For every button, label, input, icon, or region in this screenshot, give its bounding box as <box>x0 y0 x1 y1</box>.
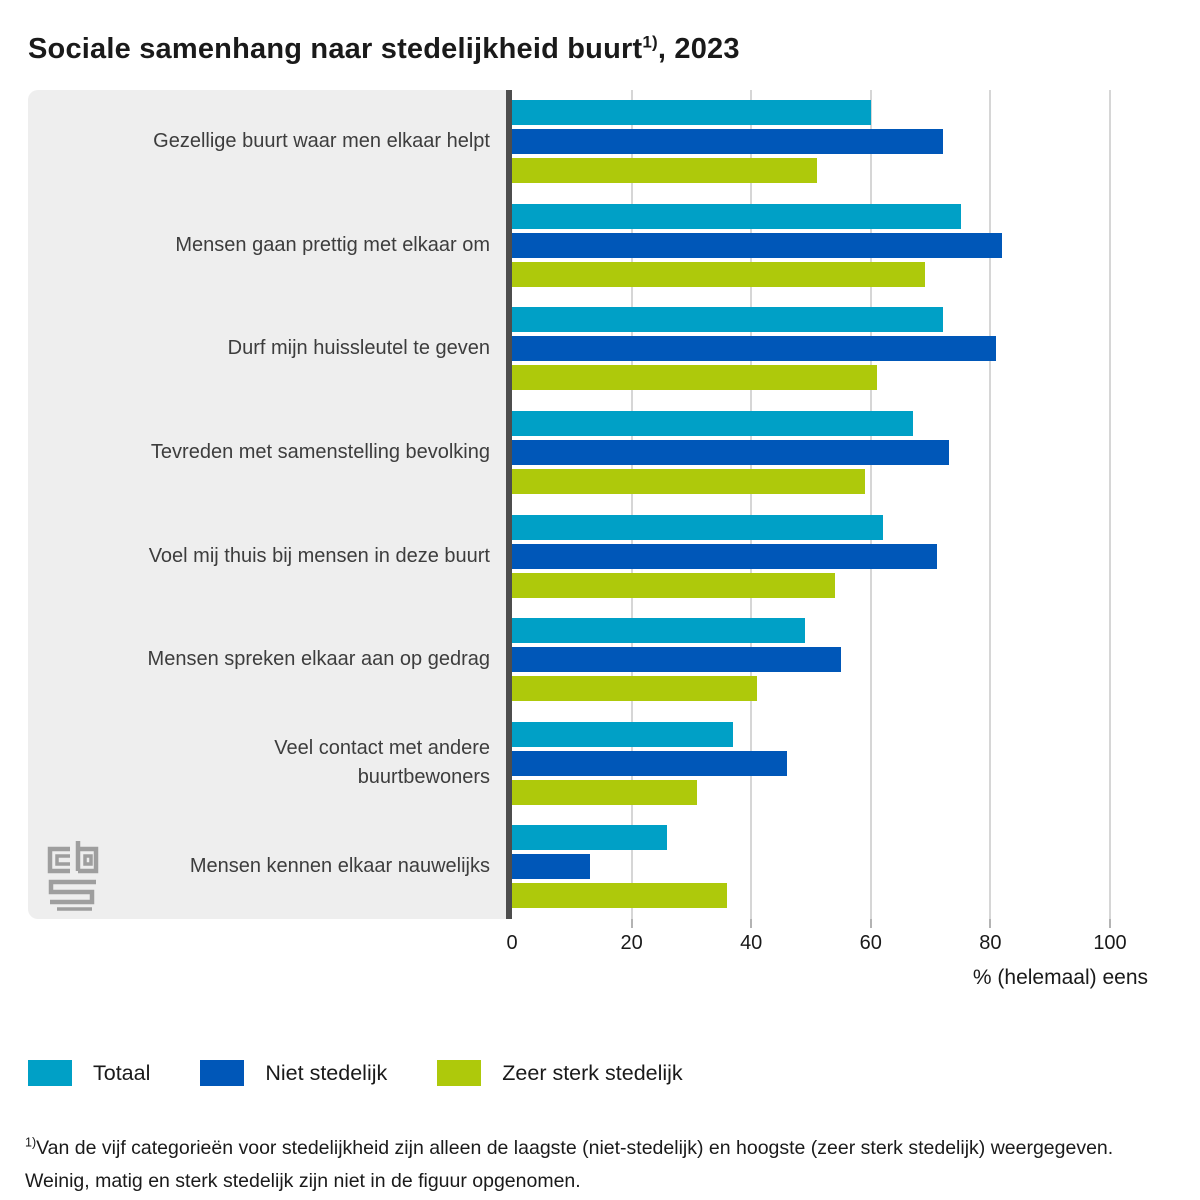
bar-zeer-sterk-stedelijk <box>512 779 698 805</box>
bar-zeer-sterk-stedelijk <box>512 676 758 702</box>
category-label: Mensen spreken elkaar aan op gedrag <box>147 648 490 671</box>
category-row: Gezellige buurt waar men elkaar helpt <box>28 90 506 194</box>
gridline-60 <box>869 90 872 919</box>
category-label: Veel contact met andere buurtbewoners <box>274 737 490 789</box>
bar-totaal <box>512 307 943 333</box>
chart-title-footnote-marker: 1) <box>642 32 658 52</box>
category-row: Mensen gaan prettig met elkaar om <box>28 194 506 298</box>
category-row: Mensen spreken elkaar aan op gedrag <box>28 608 506 712</box>
bar-group <box>512 608 1142 712</box>
bar-group <box>512 401 1142 505</box>
bar-group <box>512 194 1142 298</box>
gridline-40 <box>750 90 753 919</box>
footnote-marker: 1) <box>25 1135 37 1149</box>
bar-group <box>512 504 1142 608</box>
bar-totaal <box>512 411 913 437</box>
gridline-80 <box>989 90 992 919</box>
chart-title: Sociale samenhang naar stedelijkheid buu… <box>28 33 740 66</box>
bar-niet-stedelijk <box>512 336 997 362</box>
category-label: Mensen kennen elkaar nauwelijks <box>189 855 490 878</box>
bar-niet-stedelijk <box>512 129 943 155</box>
bar-niet-stedelijk <box>512 647 841 673</box>
category-label: Durf mijn huissleutel te geven <box>227 337 490 360</box>
bar-zeer-sterk-stedelijk <box>512 365 877 391</box>
category-panel: Gezellige buurt waar men elkaar helpt Men… <box>28 90 506 919</box>
bar-group <box>512 712 1142 816</box>
category-label: Mensen gaan prettig met elkaar om <box>175 233 490 256</box>
x-tick-label-0: 0 <box>506 932 518 954</box>
legend: Totaal Niet stedelijk Zeer sterk stedelijk <box>28 1060 683 1086</box>
bar-niet-stedelijk <box>512 854 590 880</box>
bar-totaal <box>512 825 668 851</box>
x-tick-60 <box>869 919 872 928</box>
x-tick-label-80: 80 <box>979 932 1002 954</box>
bar-niet-stedelijk <box>512 232 1003 258</box>
bar-zeer-sterk-stedelijk <box>512 883 728 909</box>
bar-totaal <box>512 203 961 229</box>
bar-niet-stedelijk <box>512 440 949 466</box>
x-tick-label-40: 40 <box>740 932 763 954</box>
bar-totaal <box>512 100 871 126</box>
x-tick-100 <box>1109 919 1111 928</box>
y-axis-zero-line <box>506 90 512 919</box>
x-tick-label-20: 20 <box>620 932 643 954</box>
bar-group <box>512 90 1142 194</box>
bar-totaal <box>512 721 734 747</box>
legend-swatch-icon <box>200 1060 245 1086</box>
cbs-logo-icon <box>47 841 99 911</box>
category-row: Veel contact met andere buurtbewoners <box>28 712 506 816</box>
legend-item-niet-stedelijk: Niet stedelijk <box>200 1060 387 1086</box>
bar-zeer-sterk-stedelijk <box>512 261 925 287</box>
chart-title-year: , 2023 <box>657 33 740 66</box>
chart-title-text: Sociale samenhang naar stedelijkheid buu… <box>28 33 643 66</box>
x-tick-20 <box>630 919 633 928</box>
legend-item-totaal: Totaal <box>28 1060 150 1086</box>
category-label: Gezellige buurt waar men elkaar helpt <box>153 130 490 153</box>
legend-label: Niet stedelijk <box>265 1060 388 1085</box>
x-tick-label-60: 60 <box>859 932 882 954</box>
bar-totaal <box>512 618 806 644</box>
x-tick-80 <box>989 919 992 928</box>
footnote-text: Van de vijf categorieën voor stedelijkhe… <box>25 1136 1114 1192</box>
bar-zeer-sterk-stedelijk <box>512 158 817 184</box>
bar-group <box>512 297 1142 401</box>
x-tick-40 <box>750 919 753 928</box>
legend-item-zeer-sterk-stedelijk: Zeer sterk stedelijk <box>437 1060 683 1086</box>
plot-area: 0 20 40 60 80 100 <box>506 90 1142 954</box>
x-axis-title: % (helemaal) eens <box>972 966 1148 989</box>
bar-group <box>512 815 1142 919</box>
legend-label: Zeer sterk stedelijk <box>502 1060 683 1085</box>
bar-zeer-sterk-stedelijk <box>512 469 865 495</box>
bar-totaal <box>512 514 883 540</box>
category-row: Mensen kennen elkaar nauwelijks <box>28 815 506 919</box>
bar-niet-stedelijk <box>512 543 937 569</box>
legend-label: Totaal <box>93 1060 151 1085</box>
gridline-20 <box>630 90 633 919</box>
legend-swatch-icon <box>437 1060 482 1086</box>
footnote: 1)Van de vijf categorieën voor stedelijk… <box>25 1132 1147 1198</box>
category-label: Tevreden met samenstelling bevolking <box>150 441 490 464</box>
category-row: Voel mij thuis bij mensen in deze buurt <box>28 504 506 608</box>
category-row: Durf mijn huissleutel te geven <box>28 297 506 401</box>
legend-swatch-icon <box>28 1060 72 1086</box>
bar-niet-stedelijk <box>512 750 788 776</box>
gridline-100 <box>1109 90 1111 919</box>
category-row: Tevreden met samenstelling bevolking <box>28 401 506 505</box>
category-label: Voel mij thuis bij mensen in deze buurt <box>148 544 490 567</box>
x-tick-label-100: 100 <box>1093 932 1127 954</box>
bar-zeer-sterk-stedelijk <box>512 572 835 598</box>
